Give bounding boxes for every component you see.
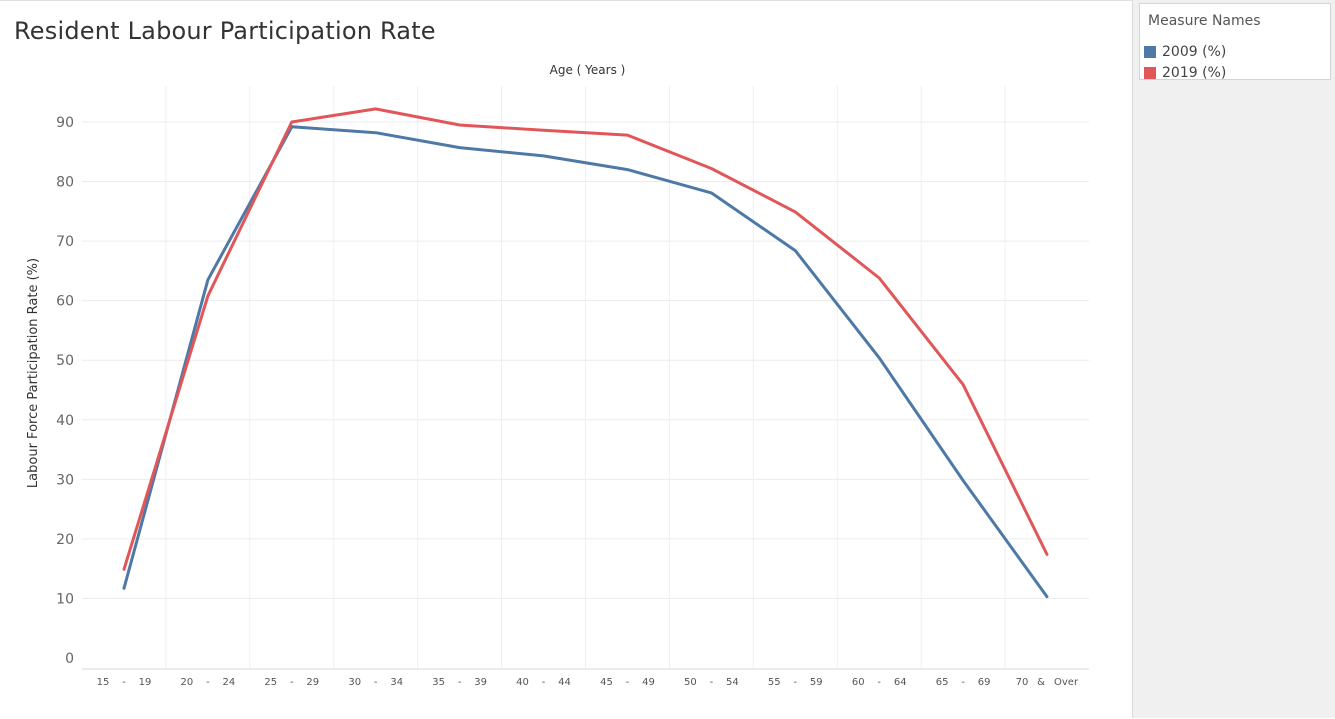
y-tick-label: 0: [65, 651, 74, 667]
x-tick-label: 15: [97, 677, 110, 688]
legend-item-2019[interactable]: 2019 (%): [1144, 63, 1226, 83]
x-tick-label: -: [626, 677, 630, 688]
x-tick-label: -: [793, 677, 797, 688]
y-tick-label: 40: [56, 413, 74, 429]
y-tick-label: 30: [56, 472, 74, 488]
x-tick-label: 40: [516, 677, 529, 688]
legend-item-2009[interactable]: 2009 (%): [1144, 42, 1226, 62]
legend-swatch-2009: [1144, 46, 1156, 58]
series-line-2019: [122, 107, 1049, 571]
x-tick-label: 54: [726, 677, 739, 688]
x-tick-label: 55: [768, 677, 781, 688]
x-tick-label: -: [542, 677, 546, 688]
legend-panel: Measure Names 2009 (%) 2019 (%): [1133, 0, 1335, 718]
x-tick-label: 60: [852, 677, 865, 688]
x-tick-label: 29: [306, 677, 319, 688]
x-tick-label: -: [206, 677, 210, 688]
y-tick-label: 80: [56, 175, 74, 191]
x-tick-label: 19: [139, 677, 152, 688]
y-tick-label: 60: [56, 294, 74, 310]
x-tick-label: 49: [642, 677, 655, 688]
x-tick-label: 70: [1016, 677, 1029, 688]
chart-panel: Resident Labour Participation Rate 0 10 20…: [0, 0, 1133, 718]
x-tick-label: 34: [390, 677, 403, 688]
chart-title: Resident Labour Participation Rate: [14, 17, 436, 45]
x-tick-label: 50: [684, 677, 697, 688]
x-tick-label: 45: [600, 677, 613, 688]
x-tick-label: 20: [181, 677, 194, 688]
legend-title: Measure Names: [1148, 13, 1261, 29]
x-tick-label: 69: [978, 677, 991, 688]
x-tick-label: 24: [223, 677, 236, 688]
x-tick-label: 44: [558, 677, 571, 688]
x-tick-label: 39: [474, 677, 487, 688]
x-tick-label: 30: [348, 677, 361, 688]
x-axis-title: Age ( Years ): [550, 63, 626, 77]
x-tick-label: Over: [1054, 677, 1079, 688]
x-tick-label: 25: [264, 677, 277, 688]
x-tick-label: -: [961, 677, 965, 688]
x-tick-label: 65: [936, 677, 949, 688]
x-tick-label: -: [122, 677, 126, 688]
y-tick-label: 20: [56, 532, 74, 548]
y-axis-title: Labour Force Participation Rate (%): [26, 258, 41, 488]
x-tick-label: -: [458, 677, 462, 688]
x-tick-label: 59: [810, 677, 823, 688]
y-tick-label: 10: [56, 591, 74, 607]
x-tick-label: -: [290, 677, 294, 688]
legend-label-2019: 2019 (%): [1162, 65, 1227, 81]
x-tick-label: -: [374, 677, 378, 688]
x-tick-label: -: [877, 677, 881, 688]
x-tick-label: 64: [894, 677, 907, 688]
legend-swatch-2019: [1144, 67, 1156, 79]
y-tick-label: 70: [56, 234, 74, 250]
y-tick-label: 90: [56, 115, 74, 131]
y-tick-label: 50: [56, 353, 74, 369]
x-tick-label: -: [710, 677, 714, 688]
line-chart: 0 10 20 30 40 50 60 70 80 90 Age ( Years ) Labour F…: [26, 63, 1089, 688]
legend: Measure Names 2009 (%) 2019 (%): [1139, 3, 1331, 83]
x-tick-label: 35: [432, 677, 445, 688]
legend-label-2009: 2009 (%): [1162, 44, 1227, 60]
x-tick-label: &: [1037, 677, 1045, 688]
